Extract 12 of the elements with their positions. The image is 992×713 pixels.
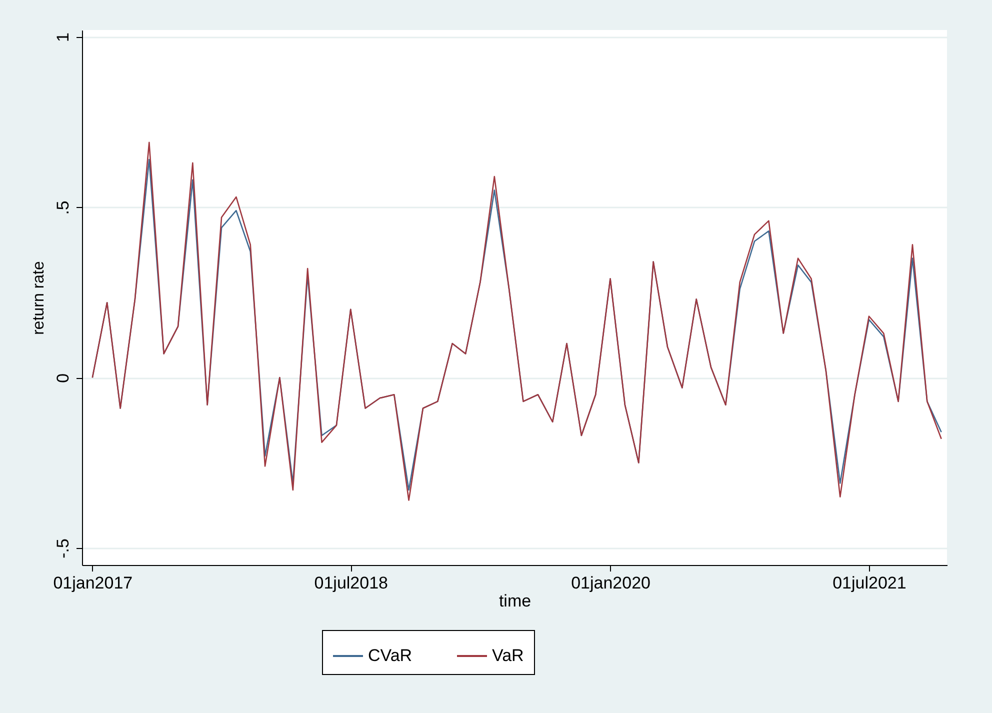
legend-label: VaR <box>492 646 524 665</box>
y-tick-label: 1 <box>54 32 72 42</box>
x-tick-label: 01jul2018 <box>314 574 388 592</box>
x-tick-label: 01jan2017 <box>53 574 133 592</box>
y-tick-label: .5 <box>54 200 72 215</box>
y-axis-title: return rate <box>30 260 48 335</box>
y-tick-label: 0 <box>54 373 72 383</box>
legend-label: CVaR <box>368 646 412 665</box>
x-axis-title: time <box>498 592 532 610</box>
x-tick-label: 01jul2021 <box>832 574 906 592</box>
y-tick-label: -.5 <box>54 538 72 558</box>
x-tick-label: 01jan2020 <box>571 574 650 592</box>
